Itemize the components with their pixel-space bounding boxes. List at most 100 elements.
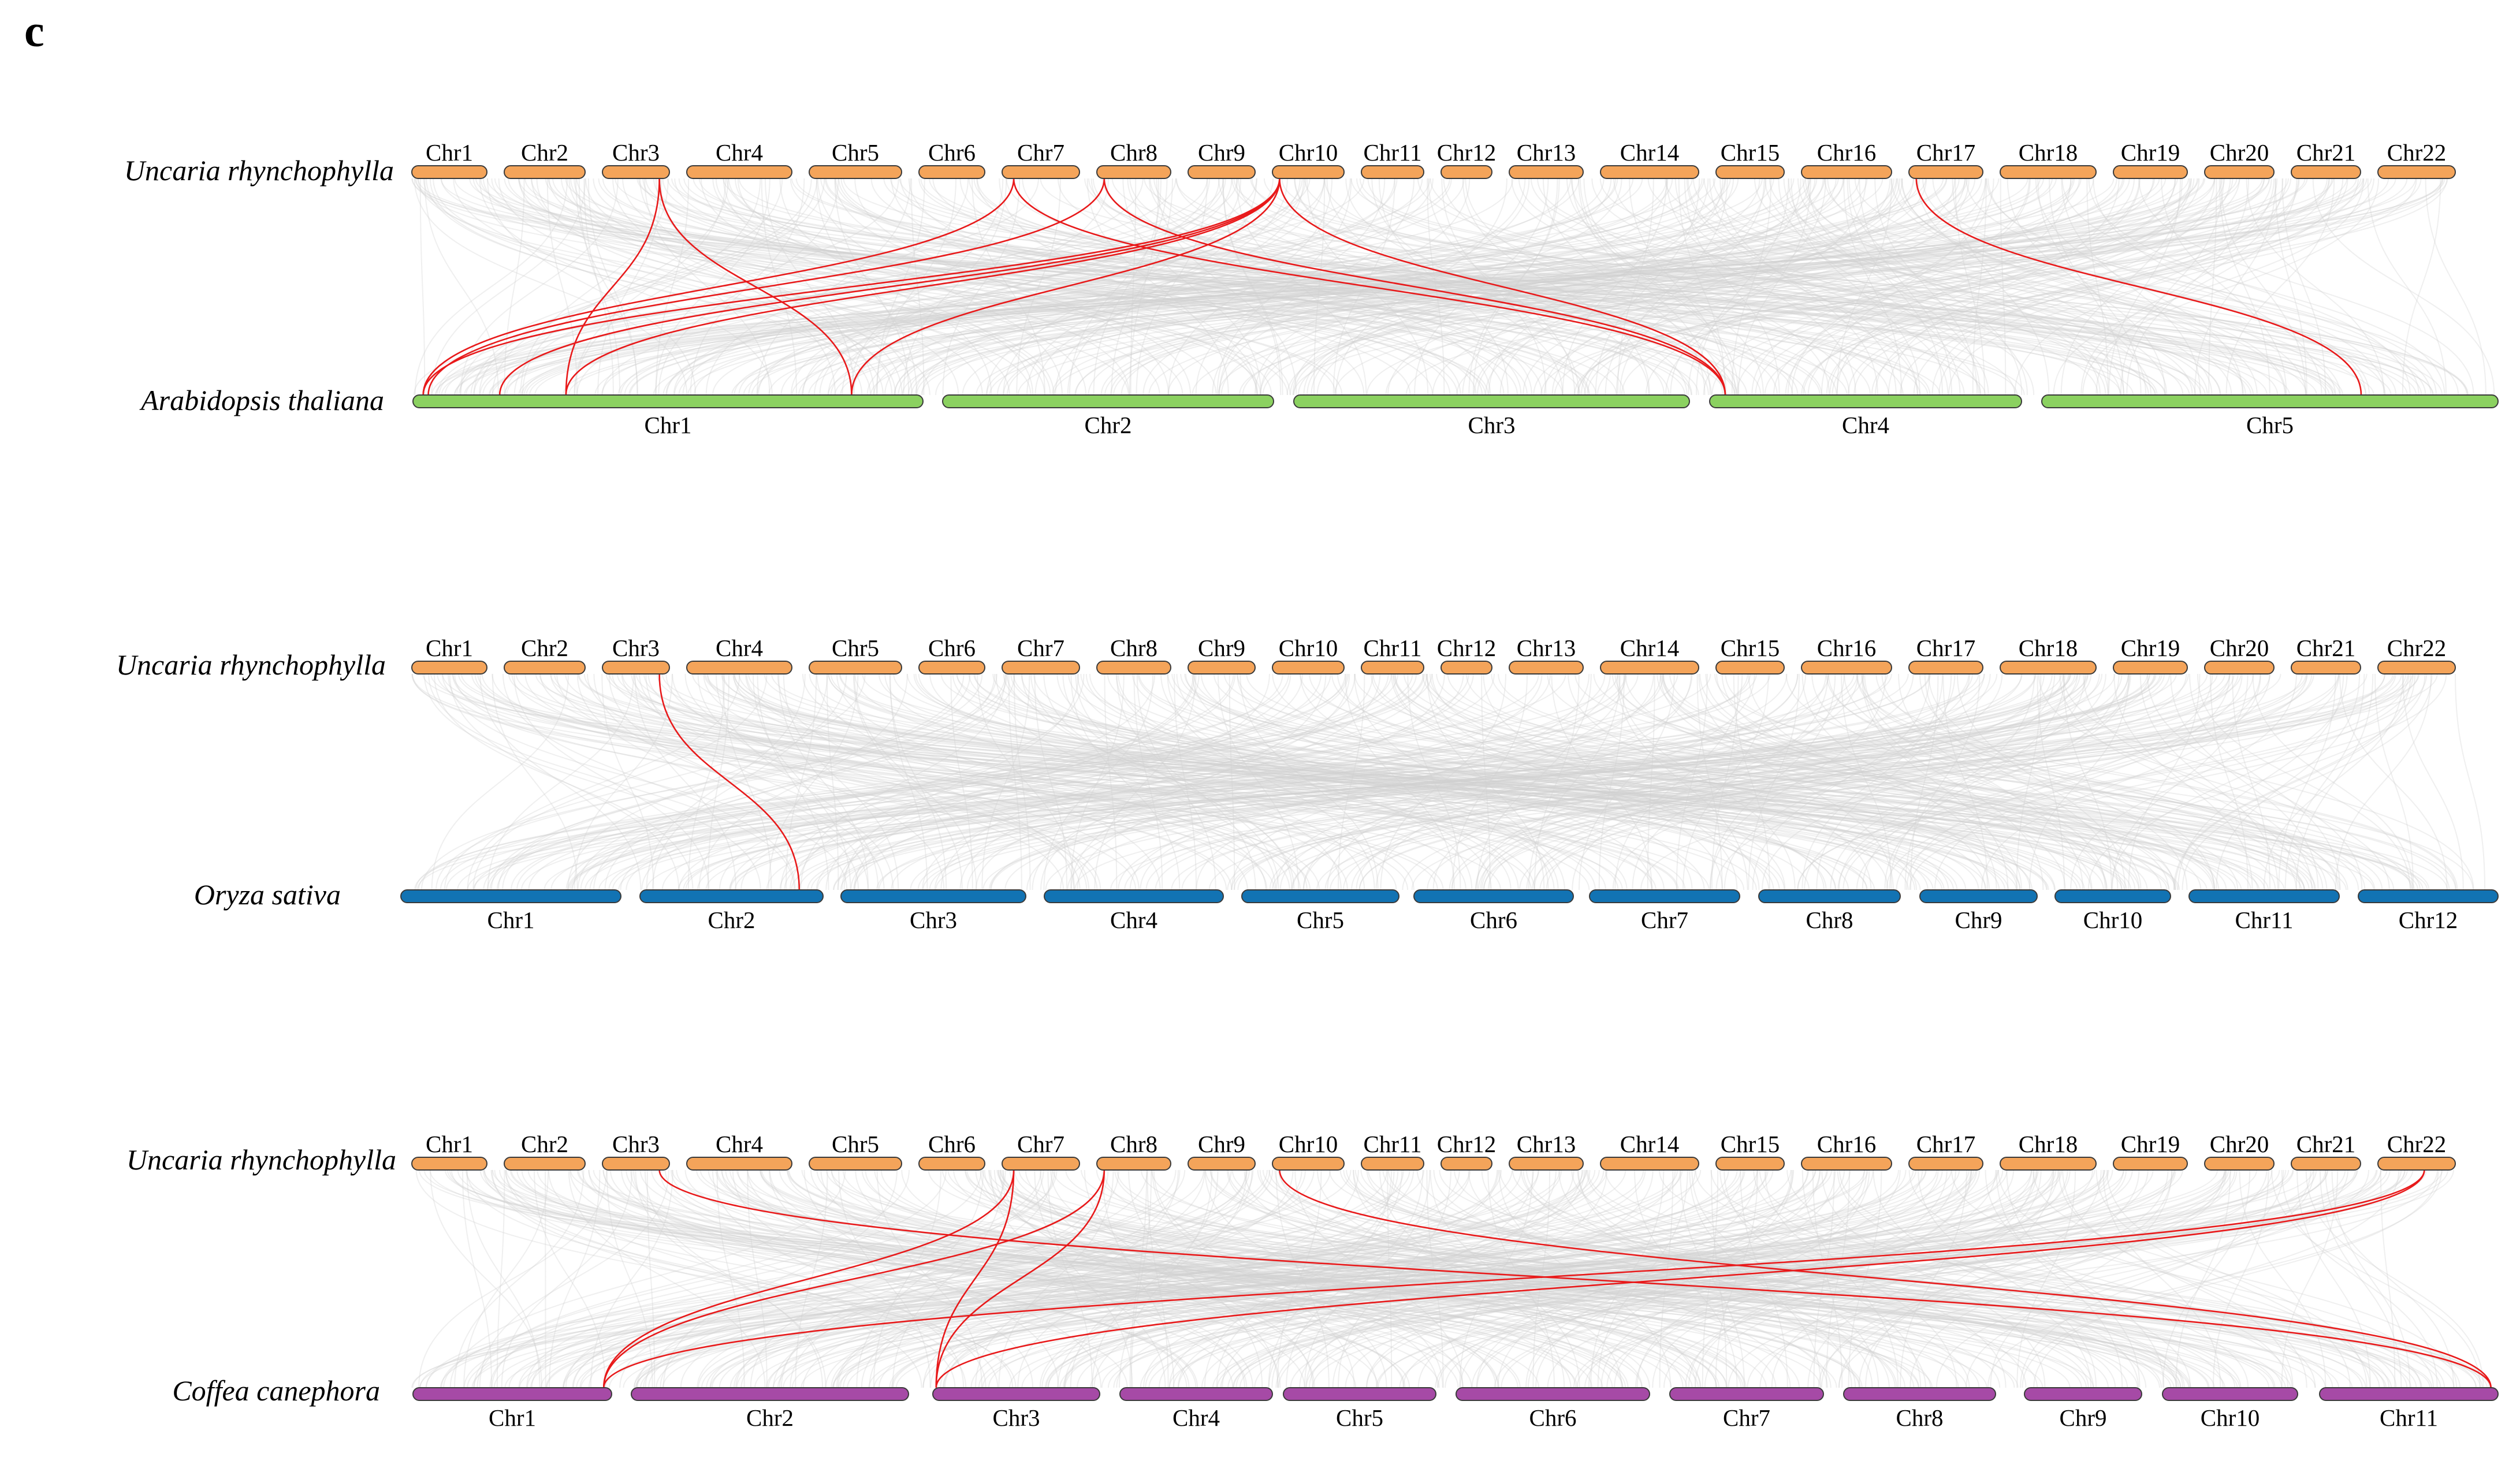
background-link: [572, 673, 1346, 890]
background-link: [1231, 673, 1590, 890]
top-chromosome-chr18-label: Chr18: [2019, 1131, 2078, 1157]
background-link: [1568, 673, 1872, 890]
bottom-chromosome-chr9: [2024, 1387, 2142, 1401]
species-label-bottom: Coffea canephora: [172, 1374, 380, 1407]
background-link: [1390, 673, 1760, 890]
background-link: [1476, 673, 1592, 890]
background-link: [819, 178, 1210, 396]
top-chromosome-chr21: [2291, 1157, 2361, 1171]
background-link: [831, 1169, 2433, 1388]
background-link: [1574, 673, 2456, 890]
background-link: [2061, 178, 2445, 396]
background-link: [1334, 178, 2192, 396]
background-link: [598, 673, 2395, 890]
background-link: [1801, 673, 1997, 890]
background-link: [784, 673, 1639, 890]
background-link: [655, 178, 690, 396]
background-link: [665, 178, 1423, 396]
background-link: [2095, 1169, 2351, 1388]
background-link: [1759, 1169, 2293, 1388]
background-link: [519, 1169, 2358, 1388]
background-link: [1617, 178, 1654, 396]
background-link: [646, 673, 806, 890]
background-link: [1227, 673, 2235, 890]
background-link: [1291, 673, 2092, 890]
background-link: [1232, 1169, 2391, 1388]
background-link: [900, 178, 1528, 396]
background-link: [1393, 673, 2214, 890]
background-link: [715, 1169, 1744, 1388]
background-link: [940, 673, 1270, 890]
bottom-chromosome-chr5-label: Chr5: [2246, 412, 2294, 438]
background-link: [807, 673, 2155, 890]
top-chromosome-chr19: [2113, 661, 2188, 675]
bottom-chromosome-chr2-label: Chr2: [1085, 412, 1132, 438]
top-chromosome-chr20: [2204, 1157, 2275, 1171]
top-chromosome-chr3: [602, 661, 670, 675]
background-link: [1830, 673, 2086, 890]
background-link: [1662, 673, 2412, 890]
background-link: [440, 178, 2134, 396]
background-link: [1147, 1169, 1169, 1388]
background-link: [723, 178, 2344, 396]
background-link: [1353, 673, 1549, 890]
background-link: [509, 1169, 2071, 1388]
background-link: [1345, 673, 1455, 890]
background-link: [1429, 673, 1986, 890]
background-link: [437, 178, 1208, 396]
background-link: [576, 178, 1144, 396]
background-link: [1571, 1169, 2177, 1388]
background-link: [2113, 673, 2253, 890]
background-link: [1065, 1169, 2412, 1388]
background-link: [721, 673, 2123, 890]
background-link: [2339, 673, 2448, 890]
background-link: [443, 1169, 1205, 1388]
background-link: [1918, 1169, 2097, 1388]
background-link: [1543, 178, 1956, 396]
background-link: [1711, 673, 1739, 890]
background-link: [830, 178, 1795, 396]
bottom-chromosome-chr10: [2054, 889, 2171, 903]
background-link: [1192, 673, 1565, 890]
background-link: [1300, 673, 1693, 890]
background-link: [1417, 1169, 1865, 1388]
background-link: [418, 1169, 608, 1388]
background-link: [2070, 673, 2298, 890]
background-link: [646, 1169, 656, 1388]
background-link: [698, 673, 908, 890]
background-link: [1279, 673, 1799, 890]
bottom-chromosome-chr6-label: Chr6: [1470, 907, 1517, 933]
top-chromosome-chr11: [1361, 165, 1424, 179]
background-link: [1709, 673, 1836, 890]
bottom-chromosome-chr9-label: Chr9: [1955, 907, 2002, 933]
background-link: [1294, 1169, 1464, 1388]
background-link: [454, 178, 2115, 396]
background-link: [552, 178, 1685, 396]
background-link: [1791, 178, 1920, 396]
bottom-chromosome-chr7: [1669, 1387, 1824, 1401]
background-link: [716, 1169, 745, 1388]
top-chromosome-chr13: [1509, 1157, 1584, 1171]
background-link: [1220, 1169, 2109, 1388]
background-link: [883, 178, 2158, 396]
background-link: [1533, 673, 2045, 890]
background-link: [1547, 673, 2215, 890]
top-chromosome-chr9: [1188, 661, 1256, 675]
bottom-chromosome-chr4-label: Chr4: [1110, 907, 1157, 933]
background-link: [667, 178, 2392, 396]
background-link: [771, 673, 2419, 890]
background-link: [639, 673, 1088, 890]
background-link: [1786, 1169, 2249, 1388]
background-link: [934, 673, 1606, 890]
background-link: [480, 178, 1564, 396]
background-link: [703, 673, 2236, 890]
background-link: [1111, 178, 1174, 396]
background-link: [508, 1169, 1607, 1388]
background-link: [524, 178, 1986, 396]
background-link: [922, 1169, 1729, 1388]
background-link: [1326, 178, 1564, 396]
background-link: [1572, 673, 1845, 890]
background-link: [738, 673, 2009, 890]
background-link: [449, 1169, 846, 1388]
background-link: [571, 673, 1979, 890]
